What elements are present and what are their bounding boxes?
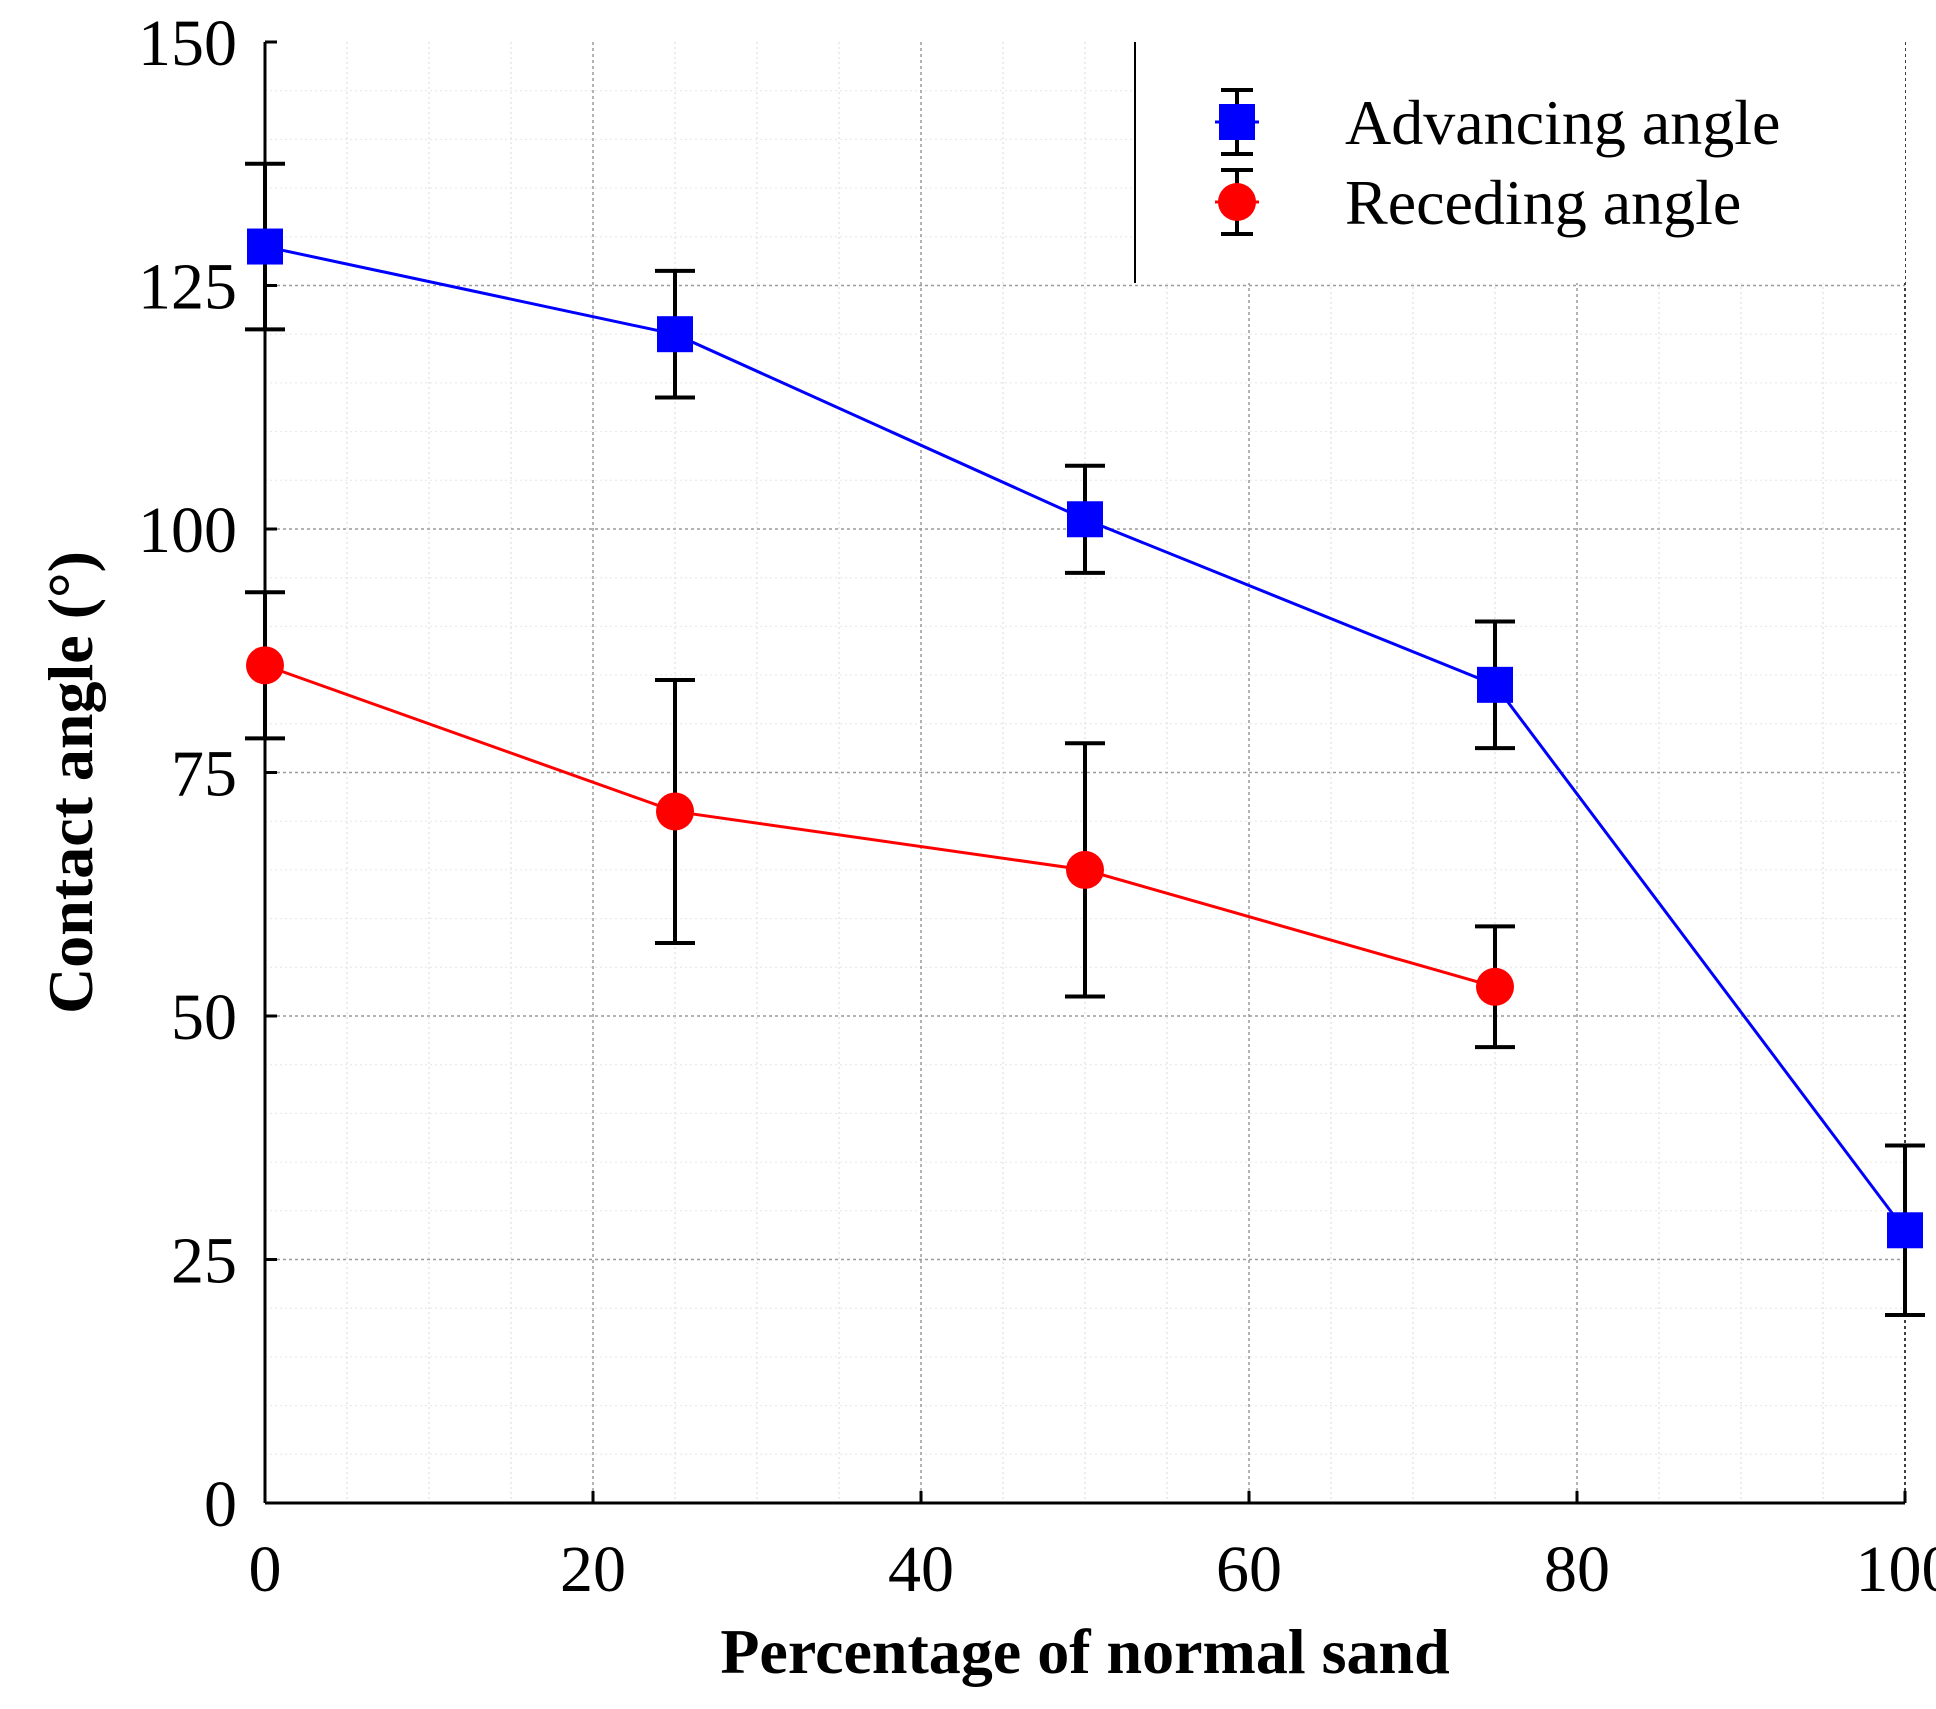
x-axis-title: Percentage of normal sand	[720, 1616, 1449, 1687]
data-point	[657, 316, 693, 352]
y-tick-label: 0	[204, 1468, 237, 1541]
x-tick-label: 100	[1856, 1533, 1936, 1606]
data-point	[247, 229, 283, 265]
legend: Advancing angle Receding angle	[1135, 42, 1905, 283]
series-receding-angle	[245, 592, 1515, 1047]
y-tick-label: 150	[138, 7, 237, 80]
y-tick-label: 125	[138, 251, 237, 324]
data-point	[1066, 851, 1104, 889]
data-point	[1219, 104, 1255, 140]
legend-label: Receding angle	[1345, 167, 1741, 238]
data-point	[1477, 667, 1513, 703]
y-axis-title: Contact angle (°)	[35, 551, 106, 1014]
data-point	[656, 792, 694, 830]
legend-label: Advancing angle	[1345, 87, 1780, 158]
x-tick-label: 80	[1544, 1533, 1610, 1606]
data-point	[1476, 968, 1514, 1006]
data-point	[246, 646, 284, 684]
x-tick-label: 20	[560, 1533, 626, 1606]
x-tick-label: 60	[1216, 1533, 1282, 1606]
data-point	[1218, 183, 1256, 221]
y-tick-label: 100	[138, 494, 237, 567]
data-point	[1887, 1212, 1923, 1248]
y-tick-label: 25	[171, 1225, 237, 1298]
x-tick-label: 40	[888, 1533, 954, 1606]
x-tick-label: 0	[249, 1533, 282, 1606]
data-point	[1067, 501, 1103, 537]
y-tick-label: 50	[171, 981, 237, 1054]
y-tick-label: 75	[171, 738, 237, 811]
series-line	[265, 665, 1495, 986]
legend-box	[1135, 42, 1905, 283]
